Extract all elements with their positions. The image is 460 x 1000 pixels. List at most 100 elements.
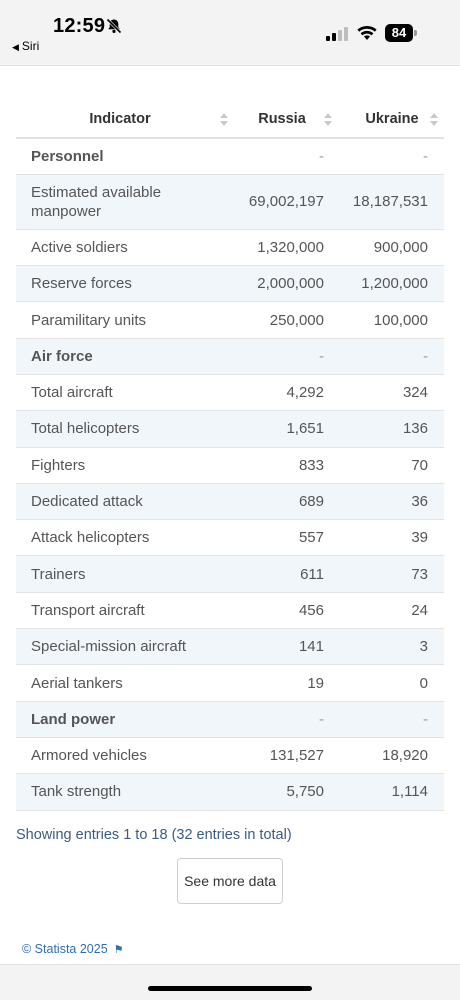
entries-count-text: Showing entries 1 to 18 (32 entries in t… (16, 827, 292, 843)
table-row: Active soldiers 1,320,000 900,000 (16, 229, 444, 267)
cell-ukraine: 18,187,531 (340, 174, 444, 230)
table-row: Fighters 833 70 (16, 447, 444, 484)
table-row: Reserve forces 2,000,000 1,200,000 (16, 265, 444, 303)
cell-indicator: Paramilitary units (16, 301, 234, 339)
cell-russia: 1,651 (234, 410, 340, 448)
table-row: Attack helicopters 557 39 (16, 519, 444, 557)
statista-copyright-link[interactable]: © Statista 2025 ⚑ (22, 942, 124, 956)
cell-indicator: Fighters (16, 447, 234, 484)
sort-icon (324, 113, 333, 127)
table-row: Aerial tankers 19 0 (16, 664, 444, 702)
cell-indicator: Total aircraft (16, 374, 234, 412)
column-header-indicator[interactable]: Indicator (16, 101, 234, 139)
table-header-row: Indicator Russia Ukraine (16, 101, 444, 139)
cell-russia: - (234, 338, 340, 375)
table-row: Special-mission aircraft 141 3 (16, 628, 444, 666)
column-header-ukraine[interactable]: Ukraine (340, 101, 444, 139)
table-row: Dedicated attack 689 36 (16, 483, 444, 521)
cell-ukraine: - (340, 338, 444, 375)
cell-indicator: Total helicopters (16, 410, 234, 448)
sort-icon (430, 113, 439, 127)
table-row: Total aircraft 4,292 324 (16, 374, 444, 412)
cell-ukraine: 73 (340, 555, 444, 593)
back-to-siri-link[interactable]: ◀ Siri (12, 39, 39, 53)
cell-ukraine: - (340, 701, 444, 738)
column-header-ukraine-label: Ukraine (365, 111, 419, 127)
cell-russia: - (234, 701, 340, 738)
cell-ukraine: 3 (340, 628, 444, 666)
wifi-icon (357, 25, 377, 40)
cell-indicator: Tank strength (16, 773, 234, 811)
back-triangle-icon: ◀ (12, 42, 19, 52)
cell-indicator: Special-mission aircraft (16, 628, 234, 666)
cell-indicator: Active soldiers (16, 229, 234, 267)
table-row-group: Air force - - (16, 338, 444, 375)
cell-ukraine: 900,000 (340, 229, 444, 267)
data-table-container: Indicator Russia Ukraine Personnel - - (16, 101, 444, 811)
cell-russia: 19 (234, 664, 340, 702)
home-indicator[interactable] (148, 986, 312, 991)
table-row: Transport aircraft 456 24 (16, 592, 444, 630)
cell-indicator: Armored vehicles (16, 737, 234, 775)
cell-indicator: Trainers (16, 555, 234, 593)
sort-icon (220, 113, 229, 127)
cell-russia: 833 (234, 447, 340, 484)
table-row-group: Land power - - (16, 701, 444, 738)
status-time: 12:59 (53, 15, 106, 37)
cell-ukraine: - (340, 138, 444, 175)
military-strength-table: Indicator Russia Ukraine Personnel - - (16, 101, 444, 811)
cell-ukraine: 136 (340, 410, 444, 448)
cell-indicator: Personnel (16, 138, 234, 175)
cell-russia: 5,750 (234, 773, 340, 811)
cell-russia: 456 (234, 592, 340, 630)
table-row: Tank strength 5,750 1,114 (16, 773, 444, 811)
cell-russia: 557 (234, 519, 340, 557)
cell-russia: 4,292 (234, 374, 340, 412)
back-label: Siri (21, 39, 40, 53)
cell-ukraine: 324 (340, 374, 444, 412)
cell-indicator: Aerial tankers (16, 664, 234, 702)
cell-ukraine: 18,920 (340, 737, 444, 775)
cell-ukraine: 39 (340, 519, 444, 557)
copyright-label: © Statista 2025 (22, 942, 108, 956)
cell-russia: 69,002,197 (234, 174, 340, 230)
table-body: Personnel - - Estimated available manpow… (16, 138, 444, 811)
column-header-russia-label: Russia (258, 111, 306, 127)
cell-russia: 141 (234, 628, 340, 666)
cell-russia: 1,320,000 (234, 229, 340, 267)
cell-ukraine: 24 (340, 592, 444, 630)
column-header-indicator-label: Indicator (89, 111, 151, 127)
cell-indicator: Dedicated attack (16, 483, 234, 521)
table-row: Estimated available manpower 69,002,197 … (16, 174, 444, 230)
cell-indicator: Attack helicopters (16, 519, 234, 557)
cell-russia: 2,000,000 (234, 265, 340, 303)
cell-indicator: Air force (16, 338, 234, 375)
cell-indicator: Transport aircraft (16, 592, 234, 630)
cell-ukraine: 0 (340, 664, 444, 702)
table-row: Armored vehicles 131,527 18,920 (16, 737, 444, 775)
table-row: Trainers 611 73 (16, 555, 444, 593)
cell-russia: 689 (234, 483, 340, 521)
cell-indicator: Reserve forces (16, 265, 234, 303)
battery-level: 84 (385, 24, 413, 42)
cell-ukraine: 1,114 (340, 773, 444, 811)
table-row-group: Personnel - - (16, 138, 444, 175)
cell-ukraine: 1,200,000 (340, 265, 444, 303)
bottom-bar (0, 964, 460, 1000)
status-bar: 12:59 ◀ Siri 84 (0, 0, 460, 66)
battery-icon: 84 (385, 24, 419, 42)
cell-russia: 611 (234, 555, 340, 593)
cell-russia: 131,527 (234, 737, 340, 775)
cell-russia: 250,000 (234, 301, 340, 339)
table-row: Paramilitary units 250,000 100,000 (16, 301, 444, 339)
column-header-russia[interactable]: Russia (234, 101, 340, 139)
flag-icon: ⚑ (113, 944, 124, 956)
silent-bell-icon (106, 18, 122, 34)
cell-ukraine: 36 (340, 483, 444, 521)
see-more-data-button[interactable]: See more data (177, 858, 283, 904)
cell-ukraine: 70 (340, 447, 444, 484)
table-row: Total helicopters 1,651 136 (16, 410, 444, 448)
cellular-signal-icon (326, 27, 348, 41)
cell-indicator: Land power (16, 701, 234, 738)
cell-indicator: Estimated available manpower (16, 174, 234, 230)
